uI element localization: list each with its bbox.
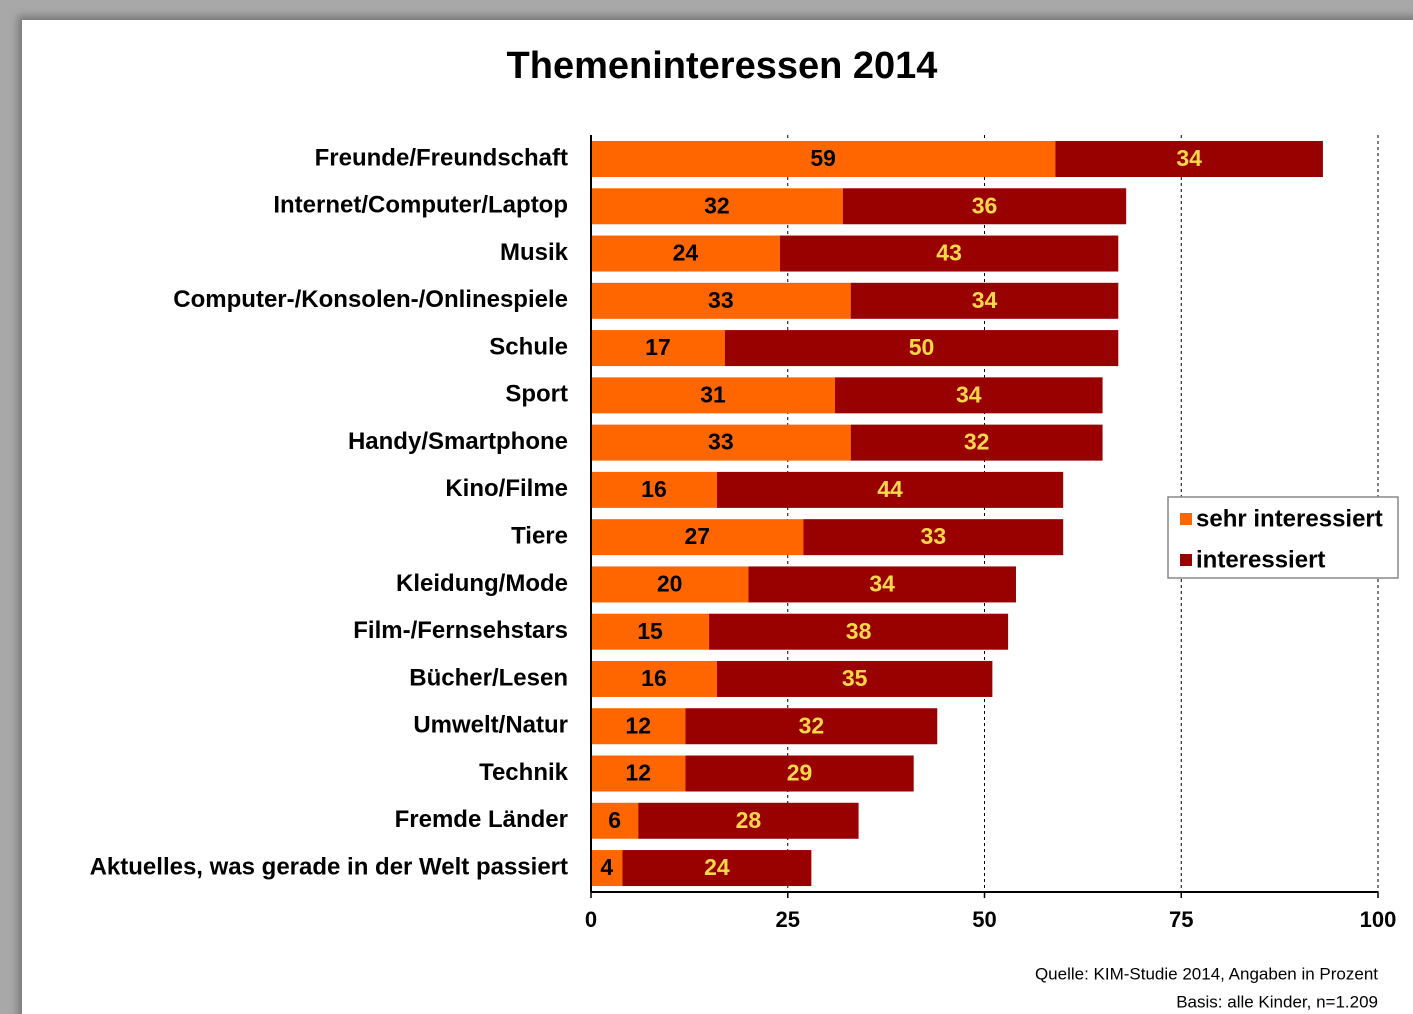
bar [591,377,835,414]
value-label: 24 [704,854,730,880]
value-label: 12 [625,760,651,786]
y-tick-label: Tiere [511,523,568,550]
bar [638,802,859,839]
bar [803,519,1064,556]
value-label: 34 [956,381,982,407]
y-tick-label: Freunde/Freundschaft [315,144,568,171]
bar [591,471,717,508]
y-tick-label: Technik [479,759,569,786]
value-label: 4 [600,854,613,880]
y-tick-label: Fremde Länder [395,806,568,833]
value-label: 31 [700,381,726,407]
value-label: 36 [972,192,998,218]
bar [591,235,780,272]
value-label: 12 [625,712,651,738]
source-note: Quelle: KIM-Studie 2014, Angaben in Proz… [1035,964,1378,983]
y-tick-label: Aktuelles, was gerade in der Welt passie… [90,853,568,880]
basis-note: Basis: alle Kinder, n=1.209 [1176,992,1378,1011]
bar [850,424,1103,461]
value-label: 20 [657,571,683,597]
bar [685,708,938,745]
y-tick-label: Kleidung/Mode [396,570,568,597]
value-label: 32 [704,192,730,218]
value-label: 35 [842,665,868,691]
y-tick-label: Film-/Fernsehstars [353,617,568,644]
x-tick-label: 25 [776,907,800,932]
y-tick-label: Handy/Smartphone [348,428,568,455]
value-label: 33 [921,523,947,549]
bar [748,566,1016,603]
bar [591,708,686,745]
legend-label: sehr interessiert [1196,505,1383,532]
legend-swatch [1180,554,1192,566]
y-tick-label: Bücher/Lesen [409,664,568,691]
bar [724,330,1119,367]
y-tick-label: Internet/Computer/Laptop [273,192,568,219]
value-label: 29 [787,760,813,786]
value-label: 38 [846,618,872,644]
bar [716,660,993,697]
bar [591,330,725,367]
y-tick-label: Computer-/Konsolen-/Onlinespiele [173,286,568,313]
bar [709,613,1009,650]
bar [1055,141,1323,177]
y-tick-label: Sport [505,381,568,408]
bar [591,613,710,650]
chart-title: Themeninteressen 2014 [507,45,938,87]
value-label: 44 [877,476,903,502]
bar [591,188,843,225]
legend-label: interessiert [1196,546,1325,573]
bar [591,519,804,556]
value-label: 34 [972,287,998,313]
value-label: 33 [708,287,734,313]
bar [591,424,851,461]
bar [591,802,639,839]
bar [591,755,686,792]
bar [591,566,749,603]
bar [591,141,1056,177]
value-label: 32 [799,712,825,738]
y-tick-label: Schule [489,333,568,360]
value-label: 27 [684,523,710,549]
bar [591,282,851,319]
bar [716,471,1064,508]
value-label: 33 [708,429,734,455]
value-label: 16 [641,665,667,691]
bar [591,660,717,697]
value-label: 24 [673,240,699,266]
bar [779,235,1119,272]
x-tick-label: 50 [972,907,996,932]
bar [591,850,623,887]
bar [842,188,1127,225]
legend-box [1167,496,1399,579]
value-label: 34 [869,571,895,597]
bar [850,282,1119,319]
y-tick-label: Kino/Filme [445,475,568,502]
value-label: 17 [645,334,671,360]
x-tick-label: 100 [1360,907,1397,932]
bar [685,755,914,792]
y-tick-label: Umwelt/Natur [413,712,568,739]
legend-swatch [1180,513,1192,525]
bar [834,377,1103,414]
value-label: 16 [641,476,667,502]
value-label: 28 [736,807,762,833]
value-label: 32 [964,429,990,455]
value-label: 59 [810,145,836,171]
value-label: 6 [608,807,621,833]
value-label: 50 [909,334,935,360]
value-label: 15 [637,618,663,644]
x-tick-label: 75 [1169,907,1193,932]
bar [622,850,812,887]
x-tick-label: 0 [585,907,597,932]
value-label: 34 [1176,145,1202,171]
y-tick-label: Musik [500,239,569,266]
value-label: 43 [936,240,962,266]
